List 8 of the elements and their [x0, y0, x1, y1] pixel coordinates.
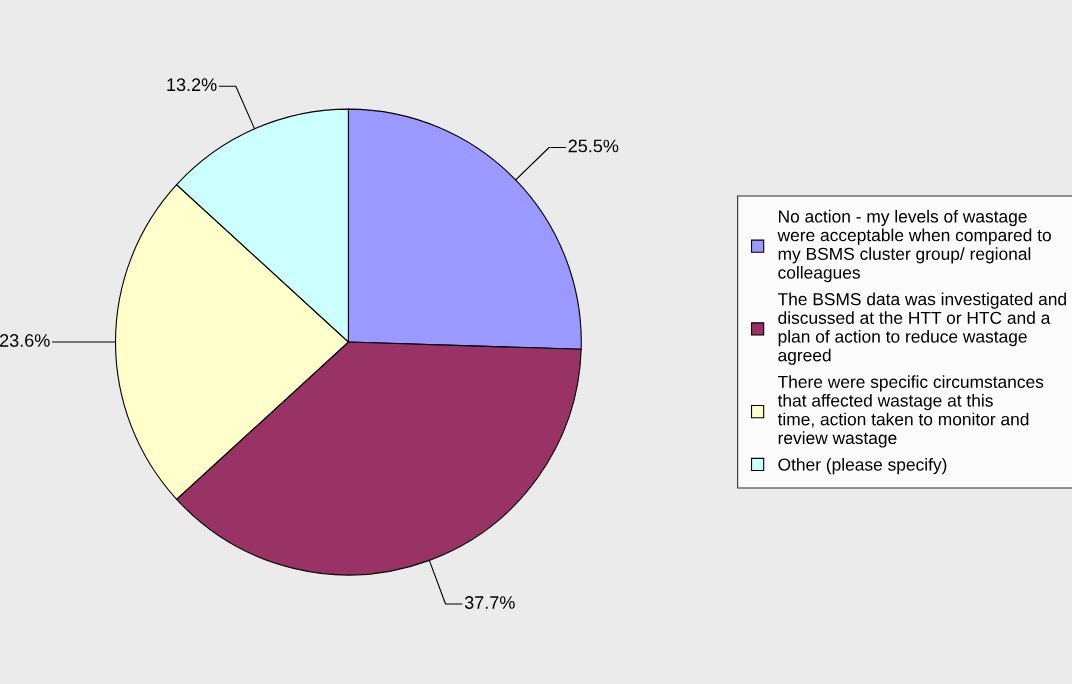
data-label: 37.7%	[464, 596, 515, 609]
legend-label: The BSMS data was investigated and discussed at the HTT or HTC and a plan of action to reduce wastage agreed	[777, 292, 1066, 365]
data-label: 13.2%	[167, 78, 217, 92]
data-label: 25.5%	[568, 139, 619, 153]
legend-label: No action - my levels of wastage were acceptable when compared to my BSMS cluster group/ regional colleagues	[777, 209, 1051, 283]
data-label: 23.6%	[0, 334, 50, 347]
legend-label: Other (please specify)	[778, 457, 947, 475]
legend-label: There were specific circumstances that affected wastage at this time, action taken to monitor and review wastage	[777, 375, 1044, 448]
